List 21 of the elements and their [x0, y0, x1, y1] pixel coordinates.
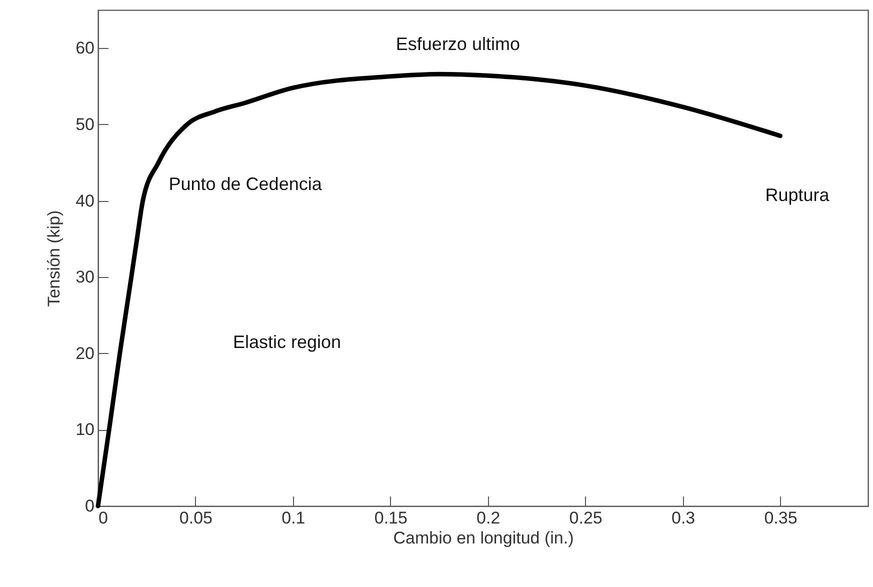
x-tick-label: 0: [98, 508, 108, 528]
annotation: Esfuerzo ultimo: [396, 34, 520, 54]
annotation: Ruptura: [765, 184, 830, 205]
y-axis-title: Tensión (kip): [44, 210, 64, 307]
x-tick-label: 0.3: [671, 508, 696, 528]
annotation: Punto de Cedencia: [168, 174, 323, 194]
y-tick-label: 0: [85, 496, 94, 516]
y-tick-label: 50: [76, 114, 94, 134]
annotation: Elastic region: [233, 332, 342, 352]
y-tick-label: 20: [76, 344, 94, 363]
x-tick-label: 0.05: [179, 508, 213, 528]
y-tick-label: 10: [76, 420, 94, 440]
x-axis-title: Cambio en longitud (in.): [393, 528, 574, 548]
y-tick-label: 60: [76, 38, 94, 58]
y-tick-label: 40: [76, 191, 94, 210]
x-tick-label: 0.25: [569, 508, 602, 528]
x-tick-label: 0.1: [282, 508, 306, 528]
y-tick-label: 30: [76, 268, 94, 287]
x-tick-label: 0.2: [476, 508, 500, 528]
x-tick-label: 0.15: [374, 508, 408, 528]
x-tick-label: 0.35: [764, 508, 798, 528]
